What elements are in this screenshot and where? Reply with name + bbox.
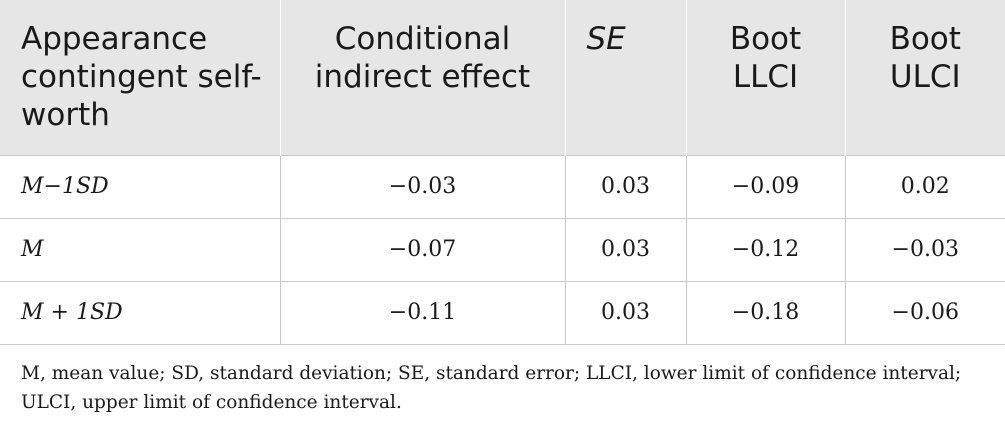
header-se-label: SE (586, 21, 626, 57)
cell-effect: −0.07 (280, 218, 566, 282)
row-label: M + 1SD (0, 281, 281, 345)
cell-llci: −0.18 (686, 281, 846, 345)
conditional-indirect-effect-table: Appearance contingent self-worth Conditi… (0, 0, 1005, 345)
table-header: Appearance contingent self-worth Conditi… (0, 0, 1005, 155)
header-boot-ulci: Boot ULCI (889, 21, 961, 95)
table-body: M−1SD −0.03 0.03 −0.09 0.02 M −0.07 0.03… (0, 154, 1005, 345)
table-row: M + 1SD −0.11 0.03 −0.18 −0.06 (0, 281, 1005, 345)
row-label: M−1SD (0, 154, 281, 219)
table-row: M−1SD −0.03 0.03 −0.09 0.02 (0, 154, 1005, 219)
header-appearance-contingent-self-worth: Appearance contingent self-worth (0, 0, 281, 155)
cell-se: 0.03 (565, 218, 687, 282)
header-boot-llci: Boot LLCI (686, 0, 846, 155)
header-se: SE (565, 0, 687, 155)
cell-llci: −0.09 (686, 154, 846, 219)
cell-ulci: −0.06 (845, 281, 1005, 345)
cell-se: 0.03 (565, 154, 687, 219)
cell-llci: −0.12 (686, 218, 846, 282)
header-row: Appearance contingent self-worth Conditi… (0, 0, 1005, 155)
row-label: M (0, 218, 281, 282)
results-table-container: Appearance contingent self-worth Conditi… (0, 0, 1005, 345)
cell-effect: −0.11 (280, 281, 566, 345)
table-footnote: M, mean value; SD, standard deviation; S… (21, 363, 962, 413)
table-row: M −0.07 0.03 −0.12 −0.03 (0, 218, 1005, 282)
cell-se: 0.03 (565, 281, 687, 345)
cell-effect: −0.03 (280, 154, 566, 219)
cell-ulci: 0.02 (845, 154, 1005, 219)
cell-ulci: −0.03 (845, 218, 1005, 282)
header-conditional-indirect-effect: Conditional indirect effect (280, 0, 566, 155)
